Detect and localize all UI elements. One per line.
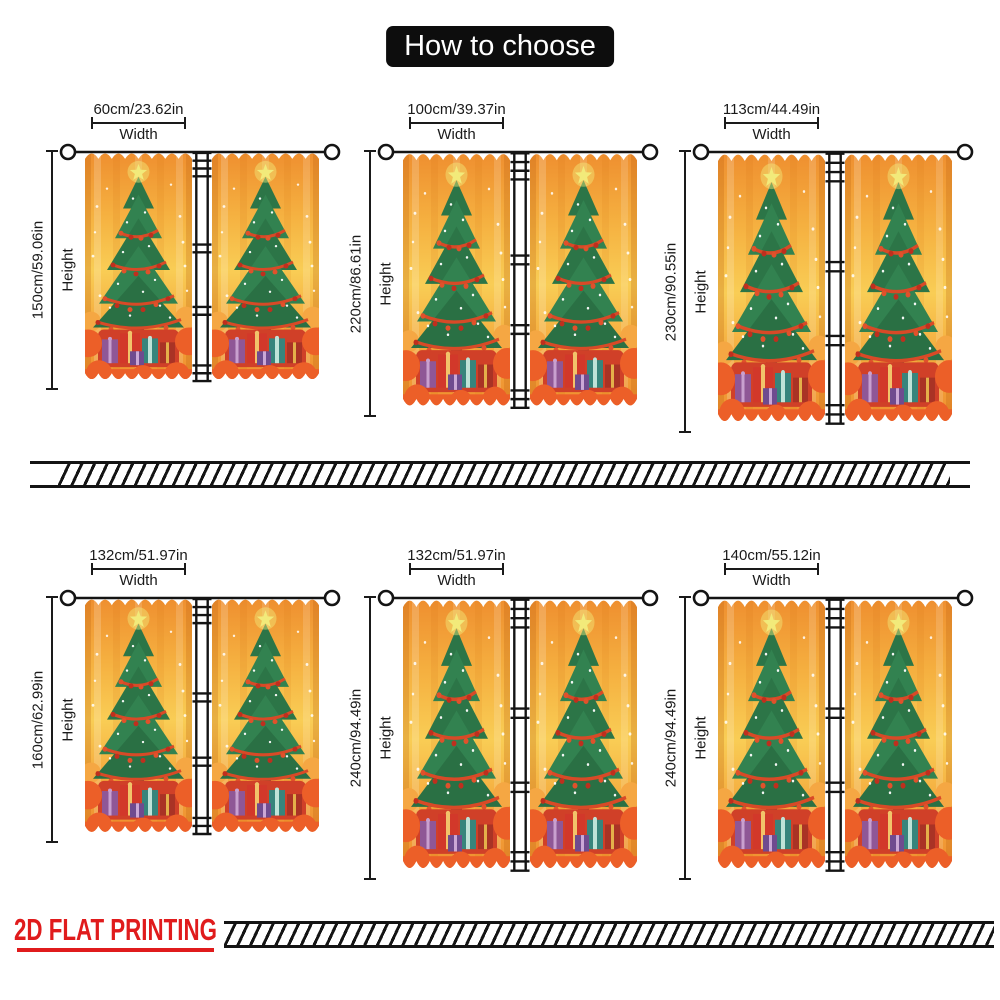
window-frame [825,598,845,873]
title-banner: How to choose [386,26,614,68]
curtain-right [201,593,330,842]
rod-ring-right [956,143,974,161]
width-label: Width [752,126,791,143]
height-dimension-line: 220cm/86.61in Height [348,150,395,417]
curtain-pair-graphic [377,589,659,892]
rod-ring-left [59,143,77,161]
width-dimension-line [724,117,819,129]
width-dimension: 60cm/23.62in Width [85,101,192,144]
curtain-right [519,593,648,880]
curtain-pair-graphic [692,589,974,892]
curtain-pair-graphic [692,143,974,446]
width-dimension-line [409,563,504,575]
curtain-left [392,147,521,416]
rod-ring-left [692,589,710,607]
printing-type-underline [17,948,214,952]
width-label: Width [119,572,158,589]
rod-ring-left [377,589,395,607]
width-label: Width [437,126,476,143]
width-dimension-line [91,117,186,129]
height-label: Height [59,248,77,292]
height-dimension-line: 160cm/62.99in Height [30,596,77,843]
height-dimension-value: 240cm/94.49in [662,688,680,788]
width-dimension-line [724,563,819,575]
window-frame [192,151,212,383]
width-dimension-value: 60cm/23.62in [93,101,184,118]
height-dimension-value: 220cm/86.61in [347,234,365,333]
section-divider-bar [30,461,970,488]
curtain-pair-graphic [59,143,341,401]
curtain-right [834,147,963,433]
window-frame [510,598,530,873]
height-dimension-value: 150cm/59.06in [29,220,47,320]
rod-ring-right [641,143,659,161]
rod-ring-right [956,589,974,607]
width-dimension-line [409,117,504,129]
width-dimension-value: 140cm/55.12in [722,547,821,564]
width-dimension: 100cm/39.37in Width [403,101,510,144]
curtain-pair-graphic [377,143,659,431]
height-label: Height [59,697,77,742]
width-dimension: 132cm/51.97in Width [85,547,192,590]
divider-hatch-pattern [58,464,950,485]
height-label: Height [377,716,395,760]
curtain-left [74,593,203,842]
height-dimension-line: 240cm/94.49in Height [348,596,395,880]
height-dimension-value: 160cm/62.99in [29,670,47,769]
rod-ring-right [323,143,341,161]
width-dimension-value: 100cm/39.37in [407,101,506,118]
window-frame [825,152,845,426]
width-label: Width [437,572,476,589]
height-label: Height [692,269,710,314]
curtain-left [392,593,521,880]
width-label: Width [119,126,158,143]
curtain-right [201,147,330,389]
height-label: Height [692,716,710,760]
rod-ring-left [692,143,710,161]
footer-bar [224,921,994,948]
width-dimension-value: 132cm/51.97in [89,547,188,564]
curtain-left [707,147,836,433]
height-dimension-line: 230cm/90.55in Height [663,150,710,433]
rod-ring-right [323,589,341,607]
footer-hatch-pattern [224,924,994,945]
height-label: Height [377,261,395,306]
width-dimension: 132cm/51.97in Width [403,547,510,590]
height-dimension-value: 230cm/90.55in [662,242,680,341]
height-dimension-line: 150cm/59.06in Height [30,150,77,390]
curtain-left [74,147,203,389]
width-dimension: 140cm/55.12in Width [718,547,825,590]
curtain-left [707,593,836,880]
curtain-right [834,593,963,880]
width-dimension-value: 132cm/51.97in [407,547,506,564]
curtain-pair-graphic [59,589,341,857]
rod-ring-left [59,589,77,607]
rod-ring-left [377,143,395,161]
window-frame [510,152,530,410]
curtain-right [519,147,648,416]
window-frame [192,597,212,836]
width-label: Width [752,572,791,589]
rod-ring-right [641,589,659,607]
width-dimension-value: 113cm/44.49in [722,101,821,118]
width-dimension-line [91,563,186,575]
height-dimension-line: 240cm/94.49in Height [663,596,710,880]
printing-type-label: 2D FLAT PRINTING [14,912,217,947]
height-dimension-value: 240cm/94.49in [347,688,365,788]
width-dimension: 113cm/44.49in Width [718,101,825,144]
